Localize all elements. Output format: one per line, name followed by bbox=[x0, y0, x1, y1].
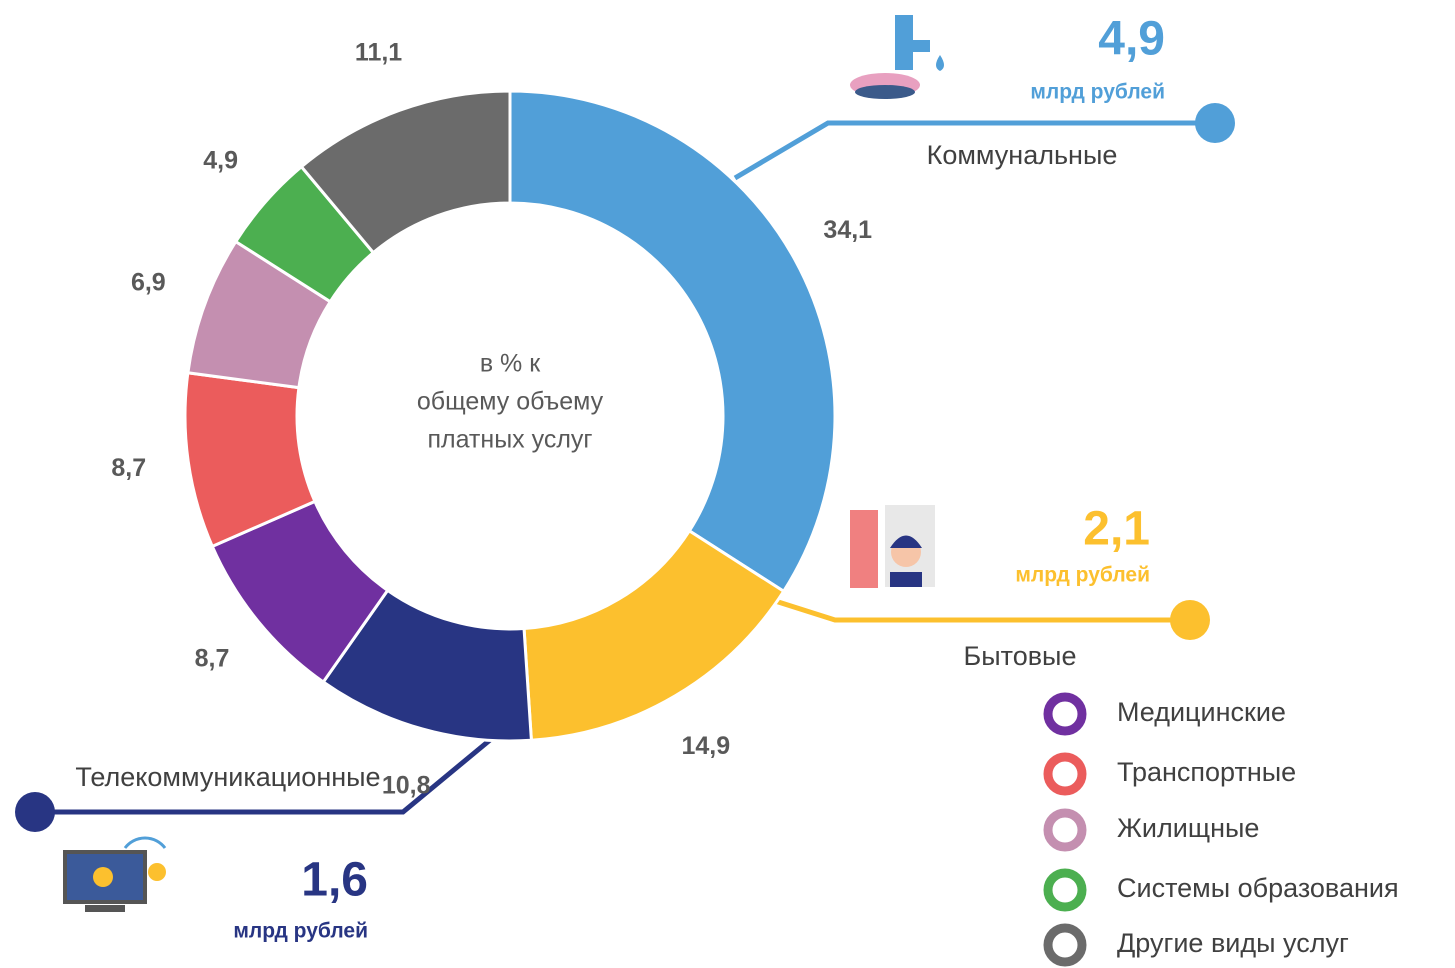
telecom-icon bbox=[63, 836, 167, 912]
legend-marker bbox=[1043, 923, 1087, 967]
legend-label: Транспортные bbox=[1117, 757, 1296, 787]
callout-unit: млрд рублей bbox=[233, 920, 368, 943]
callout-category: Бытовые bbox=[964, 641, 1077, 671]
legend-label: Медицинские bbox=[1117, 697, 1286, 727]
center-text: в % к bbox=[480, 350, 541, 378]
legend-marker bbox=[1043, 868, 1087, 912]
callout-dot bbox=[15, 792, 55, 832]
callout-unit: млрд рублей bbox=[1015, 564, 1150, 587]
donut-segment bbox=[299, 89, 512, 255]
callout-category: Телекоммуникационные bbox=[75, 762, 380, 792]
callout-amount: 2,1 bbox=[1083, 503, 1150, 556]
data-label: 11,1 bbox=[355, 39, 402, 67]
donut-segment bbox=[508, 89, 837, 594]
data-label: 34,1 bbox=[823, 216, 872, 244]
legend-marker bbox=[1043, 692, 1087, 736]
callout-category: Коммунальные bbox=[927, 140, 1118, 170]
legend-label: Жилищные bbox=[1117, 813, 1259, 843]
callout-dot bbox=[1195, 103, 1235, 143]
callout-line bbox=[733, 120, 1215, 181]
data-label: 14,9 bbox=[681, 732, 730, 760]
utilities-icon bbox=[850, 15, 944, 99]
data-label: 8,7 bbox=[111, 454, 146, 482]
legend-label: Другие виды услуг bbox=[1117, 928, 1349, 958]
callout-line bbox=[771, 597, 1190, 623]
callout-amount: 1,6 bbox=[301, 854, 368, 907]
center-text: общему объему bbox=[417, 388, 604, 416]
callout-line bbox=[35, 738, 492, 815]
household-icon bbox=[850, 505, 935, 588]
center-text: платных услуг bbox=[427, 426, 592, 454]
legend-label: Системы образования bbox=[1117, 873, 1399, 903]
data-label: 8,7 bbox=[195, 644, 230, 672]
callout-unit: млрд рублей bbox=[1030, 81, 1165, 104]
data-label: 4,9 bbox=[203, 147, 238, 175]
data-label: 6,9 bbox=[131, 269, 166, 297]
data-label: 10,8 bbox=[382, 771, 431, 799]
legend-marker bbox=[1043, 808, 1087, 852]
callout-amount: 4,9 bbox=[1098, 13, 1165, 66]
callout-dot bbox=[1170, 600, 1210, 640]
legend-marker bbox=[1043, 752, 1087, 796]
